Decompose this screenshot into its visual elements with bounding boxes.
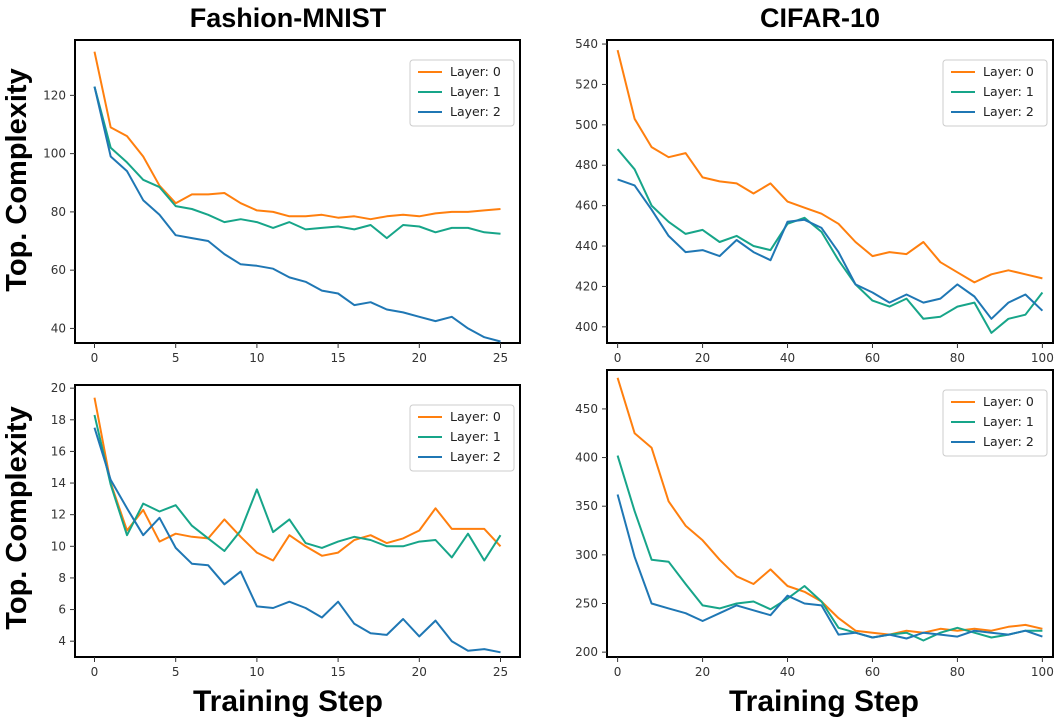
xlabel-left: Training Step bbox=[193, 685, 383, 718]
y-tick-label: 460 bbox=[575, 199, 598, 213]
series-line-layer-2 bbox=[617, 178, 1044, 320]
x-tick-label: 20 bbox=[412, 665, 427, 679]
x-tick-label: 80 bbox=[950, 351, 965, 365]
x-tick-label: 40 bbox=[780, 351, 795, 365]
chart-panel-fashion-mnist-bottom: 0 5 10 15 20 25 4 6 8 10 12 14 16 18 20 Layer: 0 Layer: … bbox=[51, 381, 521, 679]
x-tick-label: 60 bbox=[865, 665, 880, 679]
x-tick-label: 10 bbox=[249, 351, 264, 365]
y-tick-label: 450 bbox=[575, 402, 598, 416]
y-tick-label: 12 bbox=[51, 508, 66, 522]
chart-panel-cifar-10-bottom: 0 20 40 60 80 100 200 250 300 350 400 450 Layer: 0 La… bbox=[575, 369, 1054, 679]
legend-label: Layer: 0 bbox=[983, 394, 1034, 409]
y-tick-label: 400 bbox=[575, 451, 598, 465]
x-tick-label: 25 bbox=[493, 665, 508, 679]
y-tick-label: 6 bbox=[58, 603, 66, 617]
series-line-layer-0 bbox=[93, 51, 501, 221]
legend-label: Layer: 1 bbox=[450, 429, 501, 444]
y-tick-label: 480 bbox=[575, 158, 598, 172]
series-line-layer-0 bbox=[616, 377, 1043, 636]
x-tick-label: 0 bbox=[614, 665, 622, 679]
chart-panel-fashion-mnist-top: 0 5 10 15 20 25 40 60 80 100 120 Layer: 0 Layer: 1 La… bbox=[43, 39, 521, 365]
y-tick-label: 8 bbox=[58, 571, 66, 585]
y-tick-label: 420 bbox=[575, 279, 598, 293]
y-tick-label: 100 bbox=[43, 147, 66, 161]
legend-box bbox=[409, 59, 515, 127]
x-tick-label: 0 bbox=[614, 351, 622, 365]
legend-label: Layer: 0 bbox=[450, 409, 501, 424]
y-tick-label: 440 bbox=[575, 239, 598, 253]
x-tick-label: 25 bbox=[493, 351, 508, 365]
y-tick-label: 520 bbox=[575, 77, 598, 91]
y-tick-label: 18 bbox=[51, 413, 66, 427]
x-tick-label: 60 bbox=[865, 351, 880, 365]
x-tick-label: 5 bbox=[172, 351, 180, 365]
series-line-layer-1 bbox=[93, 86, 501, 240]
legend-label: Layer: 0 bbox=[450, 64, 501, 79]
y-tick-label: 40 bbox=[51, 321, 66, 335]
y-tick-label: 300 bbox=[575, 548, 598, 562]
y-tick-label: 120 bbox=[43, 88, 66, 102]
x-tick-label: 0 bbox=[91, 665, 99, 679]
plot-frame bbox=[606, 39, 1054, 344]
y-tick-label: 14 bbox=[51, 476, 66, 490]
legend-label: Layer: 2 bbox=[450, 449, 501, 464]
series-line-layer-2 bbox=[93, 427, 501, 654]
x-tick-label: 20 bbox=[695, 665, 710, 679]
legend-box bbox=[942, 59, 1048, 127]
legend-box bbox=[409, 404, 515, 472]
y-tick-label: 250 bbox=[575, 596, 598, 610]
series-line-layer-1 bbox=[616, 148, 1044, 334]
series-line-layer-2 bbox=[616, 494, 1043, 640]
x-tick-label: 100 bbox=[1031, 351, 1054, 365]
y-tick-label: 540 bbox=[575, 37, 598, 51]
x-tick-label: 15 bbox=[330, 665, 345, 679]
legend-label: Layer: 0 bbox=[983, 64, 1034, 79]
column-title-cifar-10: CIFAR-10 bbox=[760, 3, 880, 33]
plot-frame bbox=[606, 369, 1054, 658]
legend-label: Layer: 1 bbox=[983, 84, 1034, 99]
y-tick-label: 350 bbox=[575, 499, 598, 513]
plot-frame bbox=[74, 384, 521, 658]
x-tick-label: 0 bbox=[91, 351, 99, 365]
x-tick-label: 5 bbox=[172, 665, 180, 679]
y-tick-label: 4 bbox=[58, 634, 66, 648]
legend-label: Layer: 1 bbox=[450, 84, 501, 99]
series-line-layer-0 bbox=[616, 49, 1043, 284]
x-tick-label: 100 bbox=[1031, 665, 1054, 679]
x-tick-label: 20 bbox=[412, 351, 427, 365]
y-tick-label: 20 bbox=[51, 381, 66, 395]
row-ylabel-top: Top. Complexity bbox=[1, 68, 33, 291]
legend-label: Layer: 2 bbox=[450, 104, 501, 119]
xlabel-right: Training Step bbox=[729, 685, 919, 718]
legend-label: Layer: 2 bbox=[983, 104, 1034, 119]
series-line-layer-2 bbox=[93, 86, 501, 343]
y-tick-label: 60 bbox=[51, 263, 66, 277]
column-title-fashion-mnist: Fashion-MNIST bbox=[190, 3, 387, 33]
series-line-layer-1 bbox=[93, 414, 502, 562]
series-line-layer-0 bbox=[93, 397, 502, 562]
y-tick-label: 16 bbox=[51, 444, 66, 458]
y-tick-label: 10 bbox=[51, 539, 66, 553]
legend-label: Layer: 2 bbox=[983, 434, 1034, 449]
row-ylabel-bottom: Top. Complexity bbox=[1, 406, 33, 629]
legend-label: Layer: 1 bbox=[983, 414, 1034, 429]
x-tick-label: 10 bbox=[249, 665, 264, 679]
x-tick-label: 40 bbox=[780, 665, 795, 679]
x-tick-label: 20 bbox=[695, 351, 710, 365]
y-tick-label: 500 bbox=[575, 118, 598, 132]
x-tick-label: 80 bbox=[950, 665, 965, 679]
legend-box bbox=[942, 389, 1048, 457]
y-tick-label: 400 bbox=[575, 320, 598, 334]
y-tick-label: 80 bbox=[51, 205, 66, 219]
x-tick-label: 15 bbox=[330, 351, 345, 365]
chart-panel-cifar-10-top: 0 20 40 60 80 100 400 420 440 460 480 500 520 540 Laye… bbox=[575, 37, 1054, 365]
y-tick-label: 200 bbox=[575, 645, 598, 659]
plot-frame bbox=[74, 39, 521, 344]
